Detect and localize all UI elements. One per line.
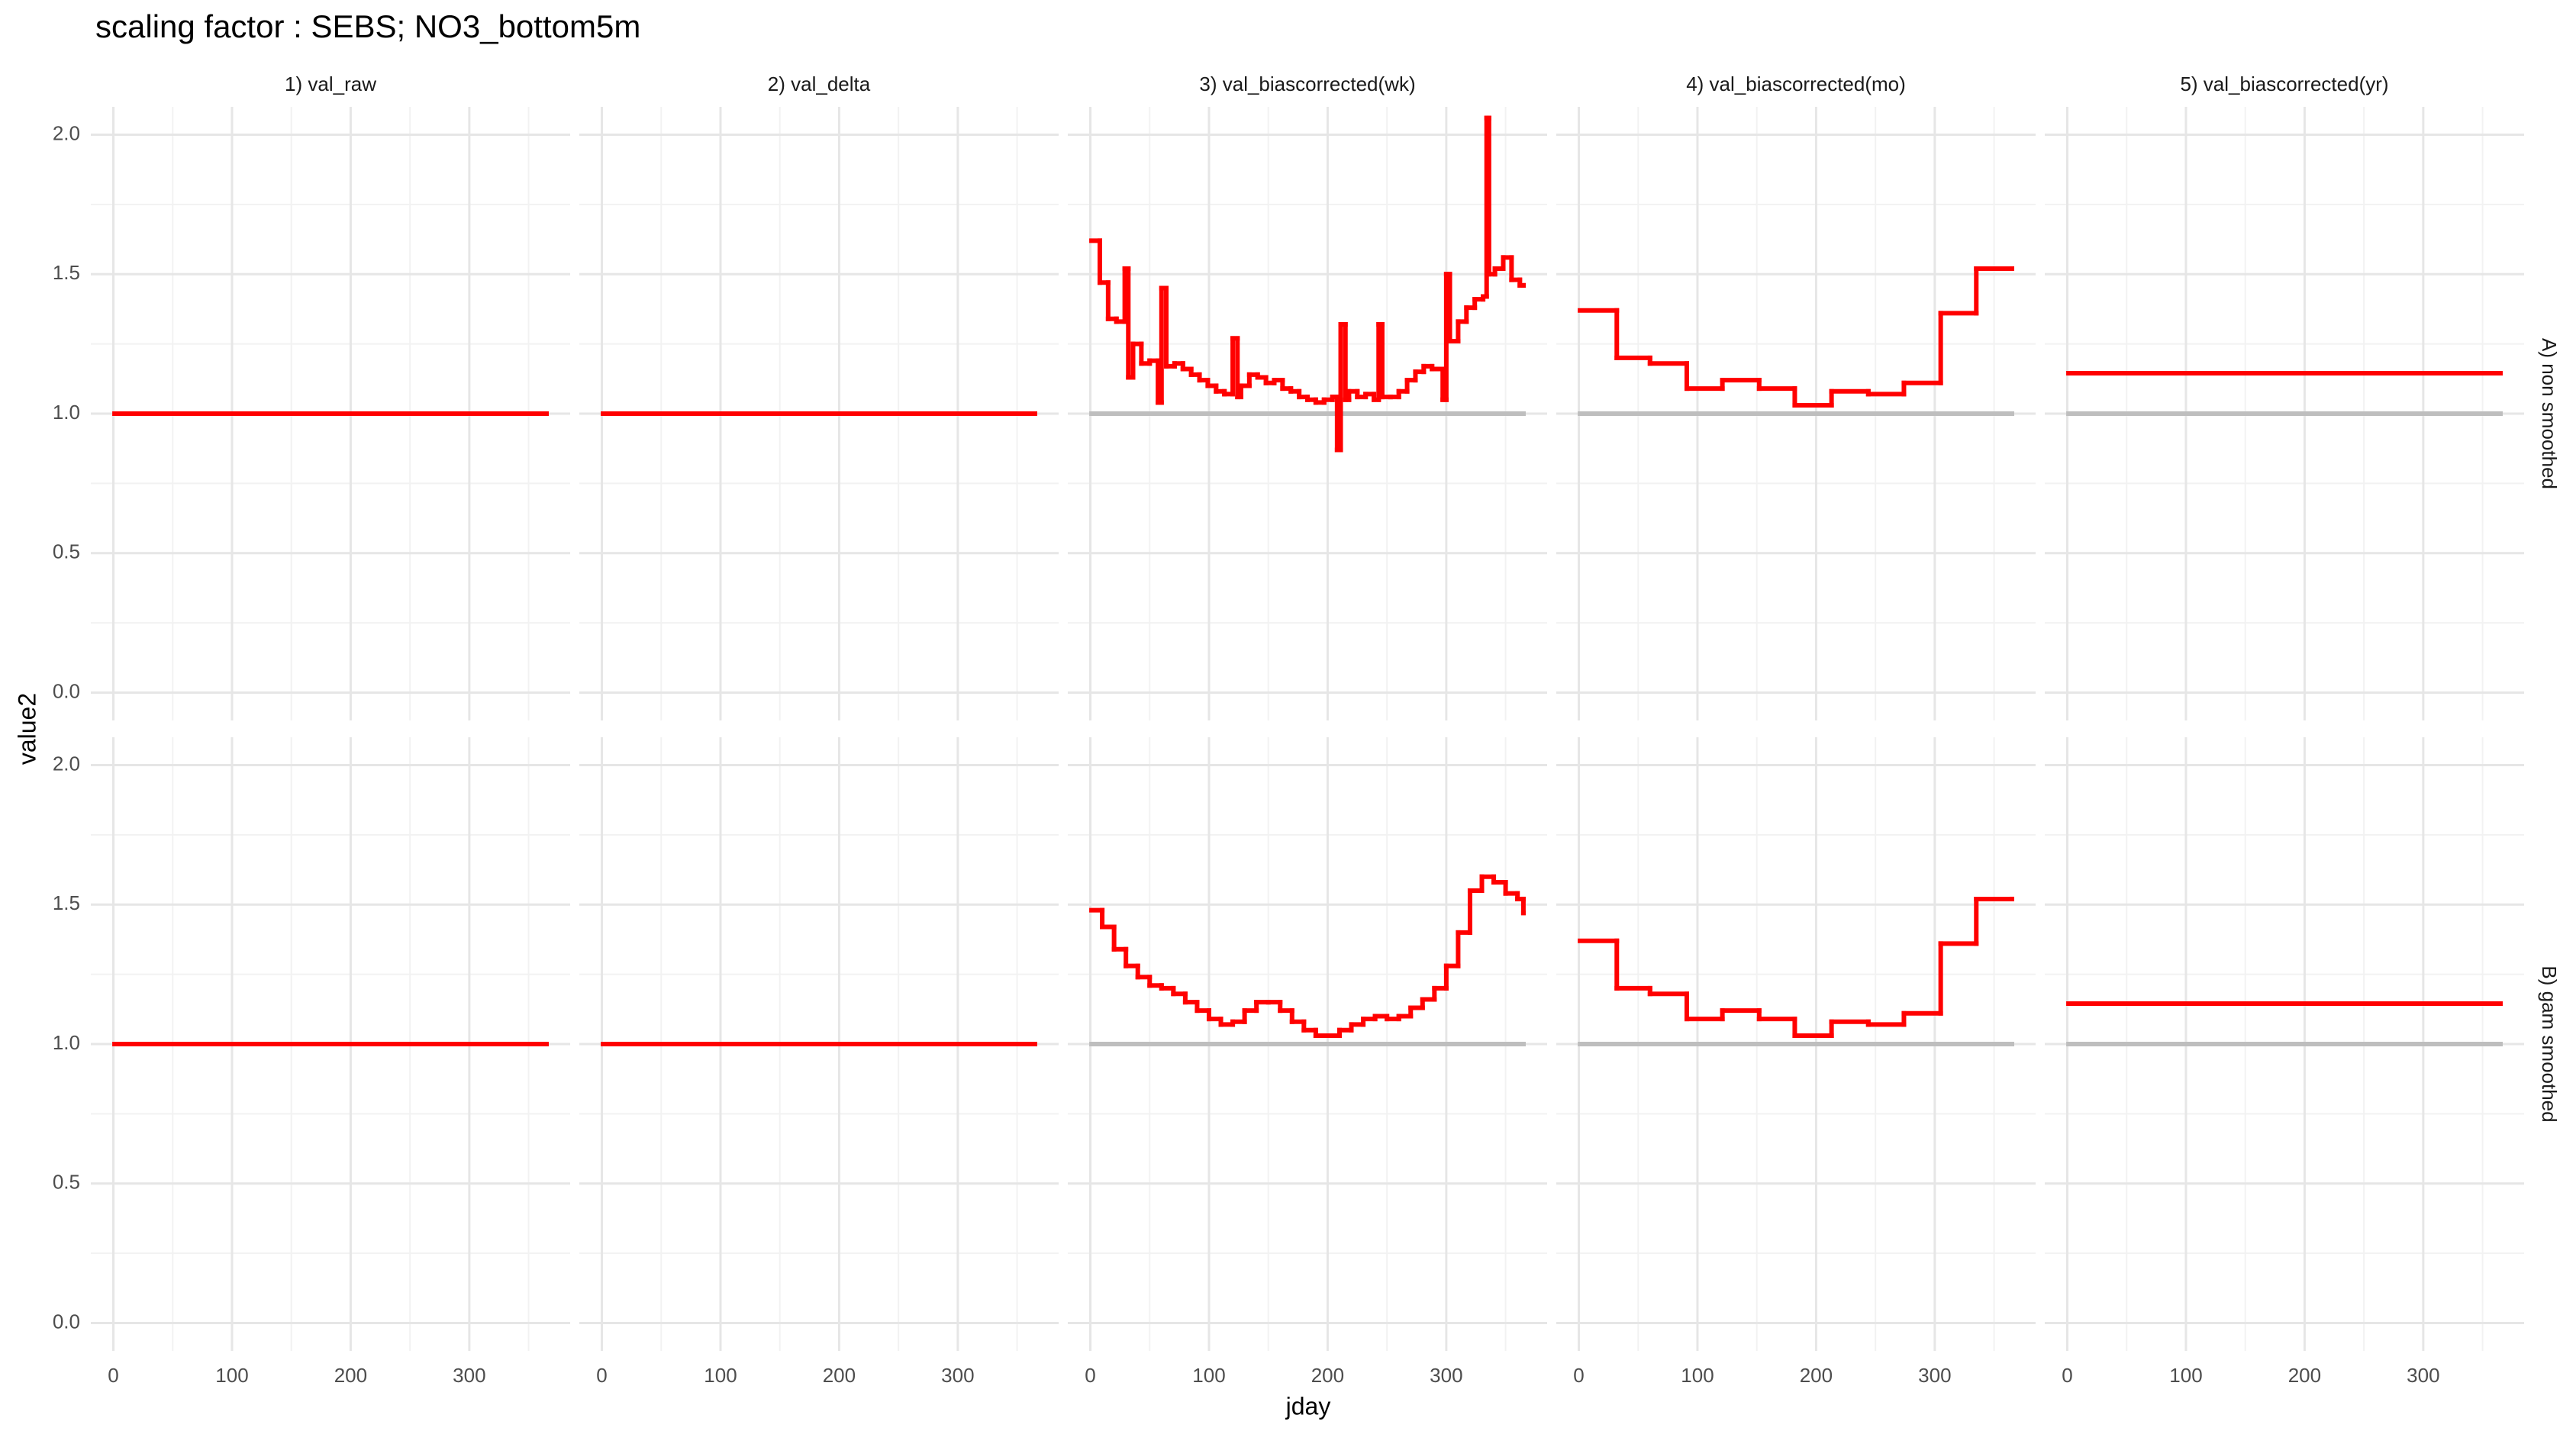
y-tick-label: 0.5 xyxy=(53,1171,80,1194)
row-strip-label: B) gam smoothed xyxy=(2538,965,2561,1122)
x-tick-label: 200 xyxy=(823,1364,856,1387)
x-tick-label: 100 xyxy=(2169,1364,2202,1387)
x-tick-label: 0 xyxy=(2062,1364,2072,1387)
y-tick-label: 1.0 xyxy=(53,401,80,424)
x-tick-label: 100 xyxy=(1681,1364,1714,1387)
x-tick-label: 300 xyxy=(941,1364,974,1387)
x-tick-label: 300 xyxy=(1430,1364,1462,1387)
x-tick-label: 200 xyxy=(1800,1364,1833,1387)
y-tick-label: 2.0 xyxy=(53,752,80,775)
x-tick-label: 0 xyxy=(108,1364,118,1387)
y-tick-label: 2.0 xyxy=(53,121,80,144)
strip-label: 1) val_raw xyxy=(285,73,376,95)
strip-label: 4) val_biascorrected(mo) xyxy=(1686,73,1906,95)
x-axis-title: jday xyxy=(1285,1392,1331,1420)
x-tick-label: 0 xyxy=(1573,1364,1584,1387)
y-axis-title: value2 xyxy=(13,693,40,765)
y-tick-label: 0.5 xyxy=(53,540,80,563)
x-tick-label: 200 xyxy=(334,1364,367,1387)
x-tick-label: 100 xyxy=(215,1364,248,1387)
chart-title: scaling factor : SEBS; NO3_bottom5m xyxy=(95,8,640,44)
x-tick-label: 100 xyxy=(1192,1364,1225,1387)
x-tick-label: 0 xyxy=(1085,1364,1095,1387)
row-strip-label: A) non smoothed xyxy=(2538,338,2561,489)
y-tick-label: 0.0 xyxy=(53,1310,80,1333)
strip-label: 3) val_biascorrected(wk) xyxy=(1199,73,1415,95)
y-tick-label: 0.0 xyxy=(53,679,80,702)
x-tick-label: 200 xyxy=(1311,1364,1344,1387)
strip-label: 5) val_biascorrected(yr) xyxy=(2180,73,2388,95)
x-tick-label: 300 xyxy=(453,1364,485,1387)
x-tick-label: 300 xyxy=(2407,1364,2439,1387)
x-tick-label: 100 xyxy=(704,1364,737,1387)
strip-label: 2) val_delta xyxy=(768,73,871,95)
x-tick-label: 200 xyxy=(2288,1364,2321,1387)
y-tick-label: 1.5 xyxy=(53,261,80,284)
y-tick-label: 1.0 xyxy=(53,1031,80,1054)
x-tick-label: 0 xyxy=(596,1364,607,1387)
x-tick-label: 300 xyxy=(1918,1364,1951,1387)
y-tick-label: 1.5 xyxy=(53,891,80,914)
